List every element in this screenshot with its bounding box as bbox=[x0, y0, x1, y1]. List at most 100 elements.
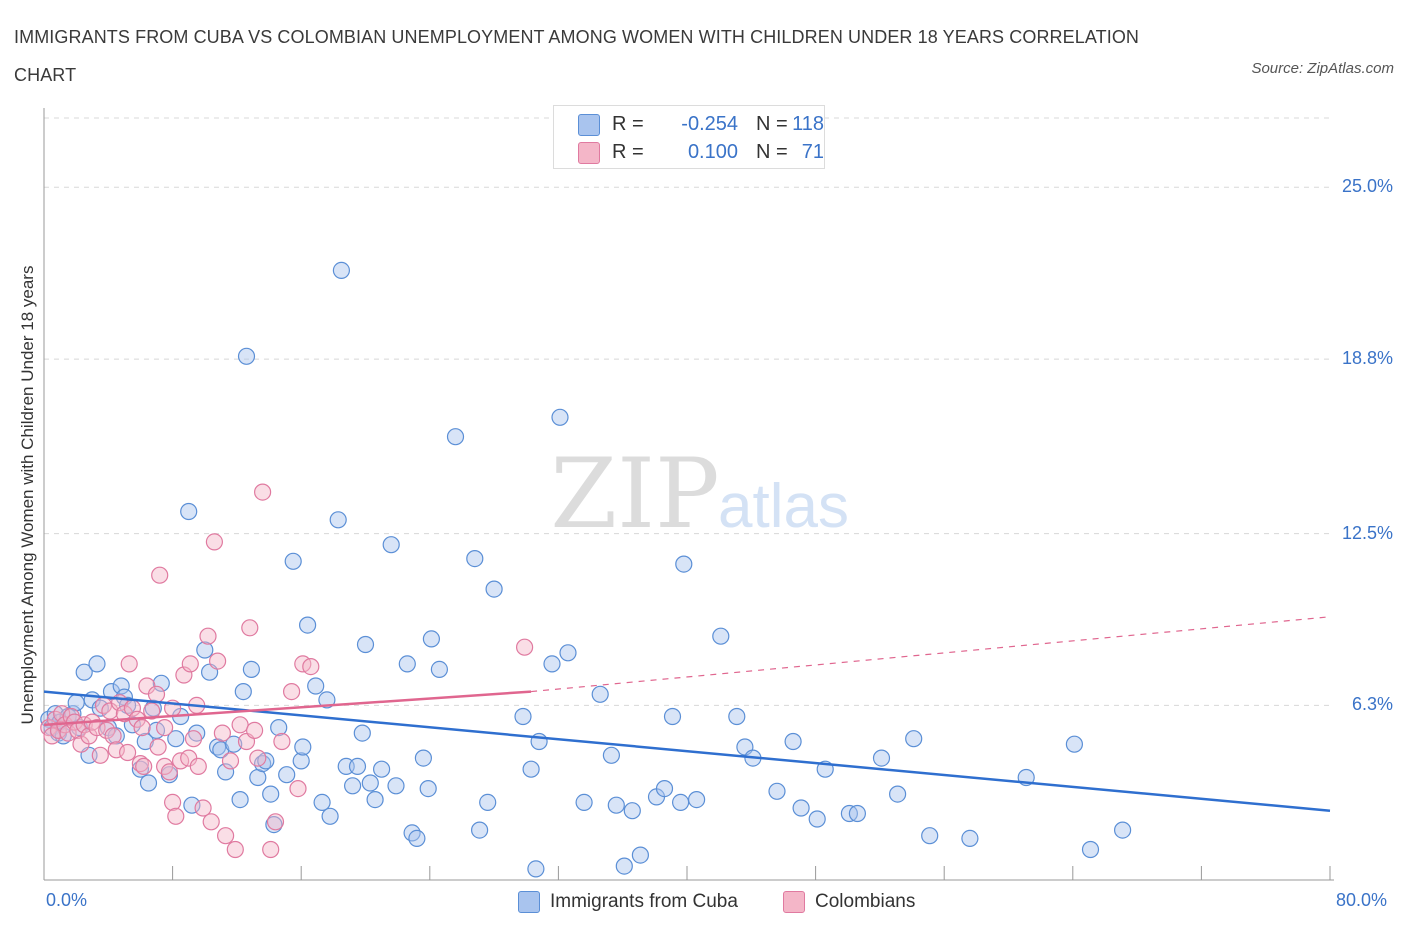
data-point bbox=[398, 655, 416, 673]
series-colombians bbox=[40, 483, 534, 859]
data-point bbox=[237, 347, 256, 365]
data-point bbox=[353, 724, 371, 742]
data-point bbox=[422, 630, 440, 648]
data-point bbox=[231, 790, 249, 809]
data-point bbox=[241, 619, 259, 637]
data-point bbox=[515, 638, 534, 656]
data-point bbox=[302, 657, 320, 676]
data-point bbox=[88, 655, 106, 673]
watermark: ZIP atlas bbox=[550, 438, 849, 550]
data-point bbox=[147, 685, 166, 703]
data-point bbox=[655, 779, 674, 798]
data-point bbox=[273, 732, 291, 751]
stats-legend: R = -0.254 N = 118 R = 0.100 N = 71 bbox=[553, 105, 825, 169]
data-point bbox=[59, 724, 77, 742]
data-point bbox=[188, 724, 206, 742]
data-point bbox=[318, 691, 336, 709]
data-point bbox=[181, 655, 199, 673]
data-point bbox=[921, 827, 939, 845]
series-legend: Immigrants from Cuba Colombians bbox=[0, 889, 1406, 915]
legend-label-cuba: Immigrants from Cuba bbox=[550, 891, 738, 912]
n-label: N = bbox=[756, 141, 788, 163]
legend-swatch-cuba bbox=[578, 114, 600, 136]
source-label: Source: ZipAtlas.com bbox=[1251, 60, 1394, 77]
data-point bbox=[164, 793, 182, 812]
legend-label-colombians: Colombians bbox=[815, 891, 916, 912]
data-point bbox=[262, 840, 280, 859]
data-point bbox=[254, 754, 272, 773]
data-point bbox=[149, 738, 167, 756]
data-point bbox=[136, 732, 154, 751]
y-tick-label: 12.5% bbox=[1341, 522, 1393, 543]
legend-swatch-colombians bbox=[783, 891, 805, 913]
data-point bbox=[527, 860, 545, 878]
legend-swatch-cuba bbox=[518, 891, 540, 913]
trend-lines bbox=[43, 616, 1331, 812]
data-point bbox=[675, 555, 693, 573]
data-point bbox=[905, 730, 923, 748]
data-point bbox=[615, 857, 633, 875]
data-point bbox=[217, 827, 235, 845]
data-point bbox=[246, 721, 264, 740]
data-point bbox=[888, 785, 907, 803]
data-point bbox=[133, 718, 151, 737]
data-point bbox=[120, 655, 138, 673]
data-point bbox=[167, 807, 185, 825]
data-point bbox=[575, 793, 593, 812]
data-point bbox=[294, 738, 312, 756]
data-point bbox=[559, 644, 577, 662]
data-point bbox=[479, 793, 497, 812]
data-point bbox=[792, 799, 810, 817]
data-point bbox=[1065, 735, 1084, 753]
data-point bbox=[712, 627, 730, 645]
data-point bbox=[283, 682, 301, 701]
data-point bbox=[53, 705, 71, 723]
data-point bbox=[289, 779, 307, 798]
data-point bbox=[139, 774, 158, 792]
x-tick-label-min: 0.0% bbox=[46, 890, 88, 910]
data-point bbox=[202, 813, 220, 831]
data-point bbox=[209, 652, 227, 670]
data-point bbox=[430, 660, 448, 679]
data-point bbox=[808, 810, 826, 828]
r-label: R = bbox=[612, 113, 644, 135]
data-point bbox=[356, 635, 375, 654]
data-point bbox=[768, 782, 786, 800]
data-point bbox=[602, 746, 621, 764]
data-point bbox=[221, 752, 240, 770]
data-point bbox=[961, 829, 979, 848]
data-point bbox=[152, 674, 170, 692]
data-point bbox=[299, 616, 317, 634]
data-point bbox=[321, 807, 339, 825]
data-point bbox=[217, 763, 235, 781]
data-point bbox=[414, 749, 432, 767]
data-point bbox=[160, 763, 178, 781]
data-point bbox=[419, 779, 437, 798]
data-point bbox=[265, 815, 283, 834]
data-point bbox=[607, 796, 625, 814]
data-point bbox=[403, 824, 421, 842]
data-point bbox=[88, 718, 106, 737]
data-point bbox=[112, 677, 130, 695]
data-point bbox=[199, 627, 217, 645]
y-tick-label: 18.8% bbox=[1341, 348, 1393, 369]
data-point bbox=[75, 663, 93, 681]
data-point bbox=[183, 796, 201, 814]
data-point bbox=[687, 790, 706, 809]
chart-title: IMMIGRANTS FROM CUBA VS COLOMBIAN UNEMPL… bbox=[14, 27, 1140, 85]
data-point bbox=[131, 754, 149, 773]
data-point bbox=[196, 641, 214, 659]
data-point bbox=[728, 707, 746, 726]
axes bbox=[43, 108, 1334, 881]
x-tick-label-max: 80.0% bbox=[1336, 890, 1388, 910]
grid-lines bbox=[44, 117, 1330, 706]
data-point bbox=[292, 752, 310, 770]
data-point bbox=[254, 483, 272, 501]
data-point bbox=[366, 790, 384, 809]
data-point bbox=[631, 846, 650, 864]
data-point bbox=[91, 746, 109, 764]
data-point bbox=[180, 502, 198, 521]
y-tick-label: 6.3% bbox=[1351, 694, 1393, 715]
data-point bbox=[387, 777, 405, 795]
